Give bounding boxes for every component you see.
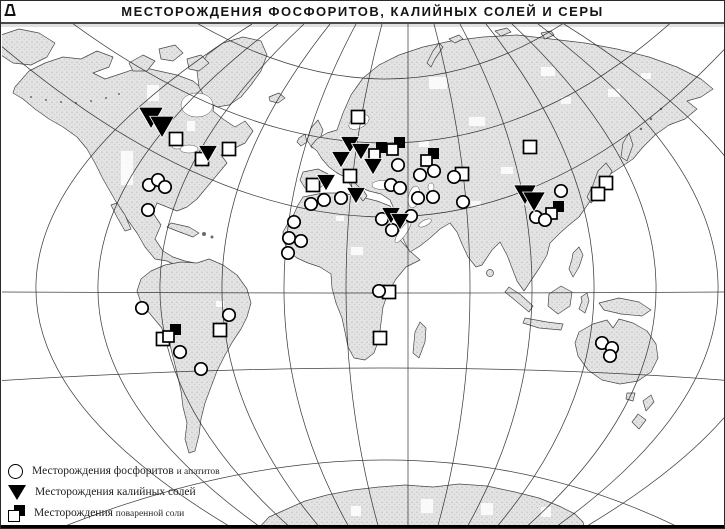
island-new-zealand-south	[631, 413, 647, 430]
phosphorite-marker	[412, 167, 428, 183]
phosphorite-marker	[280, 245, 296, 261]
rock-salt-cube-marker	[162, 324, 181, 343]
island-ireland	[296, 133, 308, 147]
phosphorite-marker	[392, 180, 408, 196]
rock-salt-square-marker	[342, 168, 358, 184]
phosphorite-marker	[410, 190, 426, 206]
island-sri-lanka	[486, 269, 494, 277]
phosphorite-marker	[425, 189, 441, 205]
island-sulawesi	[578, 292, 590, 314]
island-cuba	[166, 222, 200, 238]
phosphorite-marker	[221, 307, 237, 323]
potash-marker	[197, 145, 219, 163]
legend-item-rock-salt: Месторождения поваренной соли	[8, 504, 220, 522]
map-title: МЕСТОРОЖДЕНИЯ ФОСФОРИТОВ, КАЛИЙНЫХ СОЛЕЙ…	[1, 1, 724, 24]
phosphorite-marker	[303, 196, 319, 212]
legend-item-potash: Месторождения калийных солей	[8, 483, 220, 501]
rock-salt-square-marker	[350, 109, 366, 125]
island-arctic-sliver-1	[448, 34, 464, 44]
phosphorite-marker	[316, 192, 332, 208]
potash-triangle-icon	[8, 484, 26, 500]
island-java	[522, 317, 564, 331]
phosphorite-circle-icon	[8, 463, 23, 479]
island-philippines	[568, 246, 584, 278]
phosphorite-marker	[384, 222, 400, 238]
island-borneo	[547, 285, 573, 315]
potash-marker	[330, 151, 352, 169]
island-arctic-1	[128, 54, 156, 72]
island-tasmania	[625, 392, 636, 402]
potash-marker	[521, 191, 547, 213]
salt-cube-front	[8, 509, 20, 522]
rock-salt-square-marker	[590, 186, 606, 202]
rock-salt-square-marker	[212, 322, 228, 338]
phosphorite-marker	[426, 163, 442, 179]
legend-label: Месторождения поваренной соли	[34, 507, 185, 519]
phosphorite-marker	[537, 212, 553, 228]
island-iceland	[268, 92, 286, 104]
phosphorite-marker	[172, 344, 188, 360]
rock-salt-square-marker	[598, 175, 614, 191]
potash-marker	[315, 174, 337, 192]
legend-label: Месторождения калийных солей	[35, 486, 196, 498]
phosphorite-marker	[140, 202, 156, 218]
phosphorite-marker	[455, 194, 471, 210]
rock-salt-square-marker	[221, 141, 237, 157]
island-new-zealand-north	[642, 394, 655, 412]
island-arctic-2	[158, 44, 184, 62]
landmass-eurasia	[310, 34, 714, 292]
legend-item-phosphorites: Месторождения фосфоритов и апатитов	[8, 462, 220, 480]
phosphorite-marker	[371, 283, 387, 299]
island-novaya-zemlya	[426, 42, 444, 68]
rock-salt-square-marker	[305, 177, 321, 193]
scan-artifact-mark	[4, 4, 16, 16]
salt-cube-icon	[8, 504, 25, 522]
phosphorite-marker	[157, 179, 173, 195]
landmass-northeast-siberia-wrap	[2, 28, 56, 66]
island-arctic-sliver-2	[494, 27, 512, 37]
phosphorite-marker	[446, 169, 462, 185]
phosphorite-marker	[390, 157, 406, 173]
phosphorite-marker	[286, 214, 302, 230]
potash-marker	[389, 213, 411, 231]
phosphorite-marker	[602, 348, 618, 364]
potash-marker	[350, 143, 372, 161]
rock-salt-square-marker	[168, 131, 184, 147]
landmass-south-america	[136, 258, 252, 454]
island-madagascar	[412, 321, 427, 359]
continents-layer	[2, 27, 714, 527]
texture-patches	[121, 67, 651, 517]
legend-label: Месторождения фосфоритов и апатитов	[32, 465, 220, 477]
phosphorite-marker	[553, 183, 569, 199]
phosphorite-marker	[193, 361, 209, 377]
rock-salt-cube-marker	[420, 148, 439, 167]
legend: Месторождения фосфоритов и апатитов Мест…	[8, 462, 220, 522]
island-sumatra	[504, 286, 534, 313]
phosphorite-marker	[134, 300, 150, 316]
phosphorite-marker	[293, 233, 309, 249]
potash-marker	[345, 187, 367, 205]
phosphorite-marker	[333, 190, 349, 206]
island-new-guinea	[598, 297, 652, 317]
rock-salt-square-marker	[522, 139, 538, 155]
deposit-markers-layer	[134, 106, 620, 377]
potash-marker	[148, 115, 176, 139]
phosphorite-marker	[281, 230, 297, 246]
potash-marker	[362, 158, 384, 176]
landmass-baja	[110, 202, 132, 232]
rock-salt-square-marker	[372, 330, 388, 346]
